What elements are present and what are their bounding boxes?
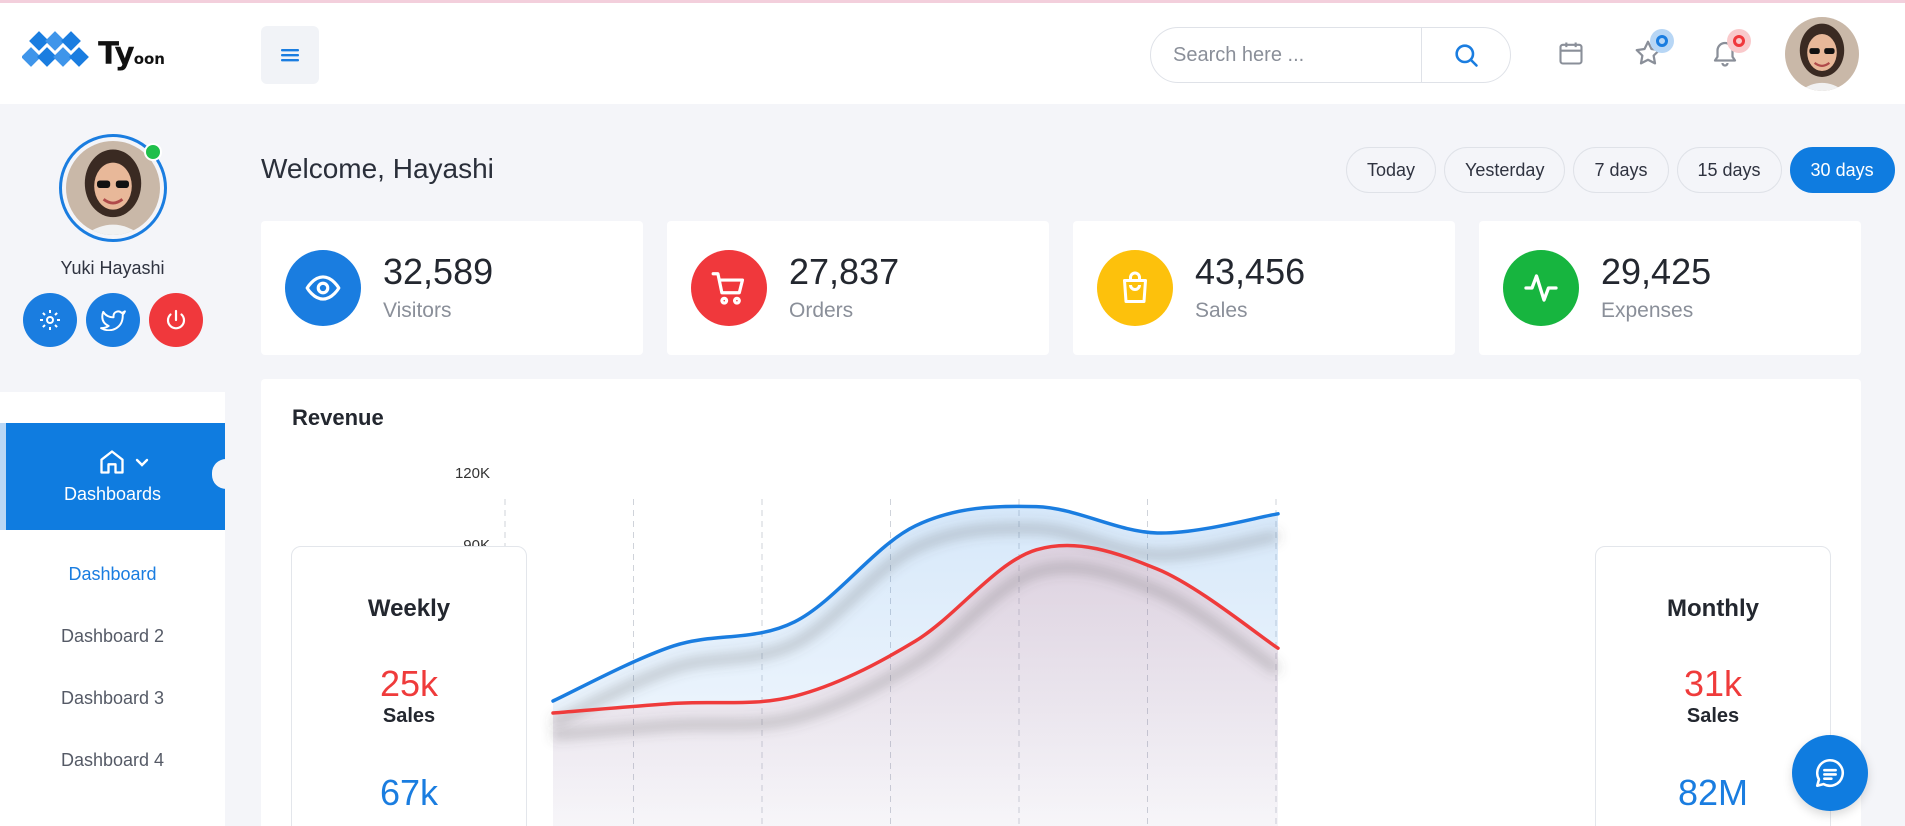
- period-today-button[interactable]: Today: [1346, 147, 1437, 193]
- weekly-title: Weekly: [367, 595, 451, 622]
- chat-button[interactable]: [1792, 735, 1868, 811]
- period-filter: Today Yesterday 7 days 15 days 30 days: [1346, 147, 1895, 193]
- monthly-second-value: 82M: [1677, 772, 1749, 813]
- favorites-button[interactable]: [1632, 29, 1674, 69]
- series-shadow-red: [552, 563, 1281, 739]
- bag-icon: [1123, 271, 1147, 303]
- settings-button[interactable]: [22, 293, 77, 347]
- stat-icon-circle: [285, 250, 361, 326]
- series-line-red: [551, 543, 1280, 715]
- logout-button[interactable]: [148, 293, 203, 347]
- submenu-item-dashboard[interactable]: Dashboard: [68, 563, 157, 584]
- cart-icon: [711, 272, 745, 305]
- stat-label: Visitors: [383, 299, 452, 322]
- logo[interactable]: Tyoon: [0, 3, 225, 104]
- stat-value: 27,837: [789, 251, 900, 292]
- welcome-title: Welcome, Hayashi: [261, 153, 494, 184]
- stat-value: 29,425: [1601, 251, 1712, 292]
- submenu-item-dashboard-2[interactable]: Dashboard 2: [60, 625, 165, 646]
- stat-label: Sales: [1195, 299, 1248, 322]
- top-accent-line: [0, 0, 1905, 3]
- period-15-days-button[interactable]: 15 days: [1676, 147, 1782, 193]
- monthly-title: Monthly: [1667, 595, 1759, 622]
- favorites-badge: [1650, 29, 1674, 53]
- stat-card-visitors: 32,589 Visitors: [261, 221, 643, 355]
- menu-toggle-button[interactable]: [261, 26, 319, 84]
- submenu-item-dashboard-4[interactable]: Dashboard 4: [60, 749, 165, 770]
- calendar-button[interactable]: [1555, 37, 1587, 69]
- search-icon: [1455, 44, 1478, 67]
- search-button[interactable]: [1422, 28, 1510, 82]
- monthly-sales-value: 31k: [1683, 663, 1743, 704]
- stat-icon-circle: [1503, 250, 1579, 326]
- monthly-sales-label: Sales: [1686, 705, 1740, 727]
- chevron-down-icon: [135, 458, 148, 467]
- series-line-blue: [551, 504, 1280, 703]
- calendar-icon: [1559, 42, 1583, 65]
- period-7-days-button[interactable]: 7 days: [1573, 147, 1669, 193]
- stat-card-orders: 27,837 Orders: [667, 221, 1049, 355]
- submenu: Dashboard Dashboard 2 Dashboard 3 Dashbo…: [0, 543, 225, 791]
- eye-icon: [305, 275, 341, 301]
- revenue-title: Revenue: [292, 405, 384, 430]
- header: [225, 3, 1905, 104]
- profile-actions: [22, 293, 203, 347]
- stat-icon-circle: [1097, 250, 1173, 326]
- nav-dashboards[interactable]: Dashboards: [0, 423, 226, 530]
- gear-icon: [39, 310, 60, 330]
- notifications-button[interactable]: [1709, 29, 1751, 69]
- weekly-second-value: 67k: [379, 772, 439, 813]
- search-input[interactable]: [1151, 43, 1421, 67]
- stat-value: 32,589: [383, 251, 494, 292]
- stat-icon-circle: [691, 250, 767, 326]
- revenue-chart: 120K90K60K30K: [455, 465, 1281, 826]
- nav-dashboards-label: Dashboards: [63, 484, 162, 504]
- stat-card-sales: 43,456 Sales: [1073, 221, 1455, 355]
- period-30-days-button[interactable]: 30 days: [1789, 147, 1895, 193]
- chat-icon: [1815, 758, 1844, 788]
- profile-panel: Yuki Hayashi: [0, 104, 225, 392]
- weekly-sales-label: Sales: [382, 705, 436, 727]
- nav-notch: [212, 459, 226, 489]
- profile-name: Yuki Hayashi: [60, 258, 165, 278]
- notifications-badge: [1727, 29, 1751, 53]
- monthly-summary: Monthly 31k Sales 82M: [1595, 546, 1831, 826]
- logo-text: Tyoon: [98, 35, 165, 72]
- header-avatar[interactable]: [1785, 17, 1859, 91]
- weekly-summary: Weekly 25k Sales 67k: [291, 546, 527, 826]
- stat-card-expenses: 29,425 Expenses: [1479, 221, 1861, 355]
- revenue-panel: Revenue 120K90K60K30K Weekly 25k Sales 6…: [261, 379, 1861, 826]
- stat-label: Orders: [789, 299, 854, 322]
- online-status-dot: [143, 143, 162, 161]
- twitter-icon: [99, 310, 126, 331]
- submenu-item-dashboard-3[interactable]: Dashboard 3: [60, 687, 165, 708]
- logo-mark-icon: [22, 30, 89, 67]
- period-yesterday-button[interactable]: Yesterday: [1444, 147, 1566, 193]
- y-tick-label: 120K: [455, 465, 490, 482]
- weekly-sales-value: 25k: [379, 663, 439, 704]
- stat-value: 43,456: [1195, 251, 1306, 292]
- search-box: [1150, 27, 1511, 83]
- series-area-red: [553, 545, 1278, 826]
- activity-icon: [1524, 274, 1558, 302]
- search-divider: [1421, 28, 1422, 82]
- hamburger-icon: [281, 49, 299, 62]
- twitter-button[interactable]: [85, 293, 140, 347]
- avatar-image: [1785, 17, 1859, 91]
- avatar-image: [65, 141, 160, 235]
- home-icon: [99, 450, 124, 474]
- series-shadow-blue: [551, 524, 1279, 727]
- sidebar: Tyoon Yuki Hayashi: [0, 3, 226, 826]
- profile-avatar[interactable]: [58, 134, 167, 242]
- power-icon: [166, 309, 185, 330]
- stat-label: Expenses: [1601, 299, 1694, 322]
